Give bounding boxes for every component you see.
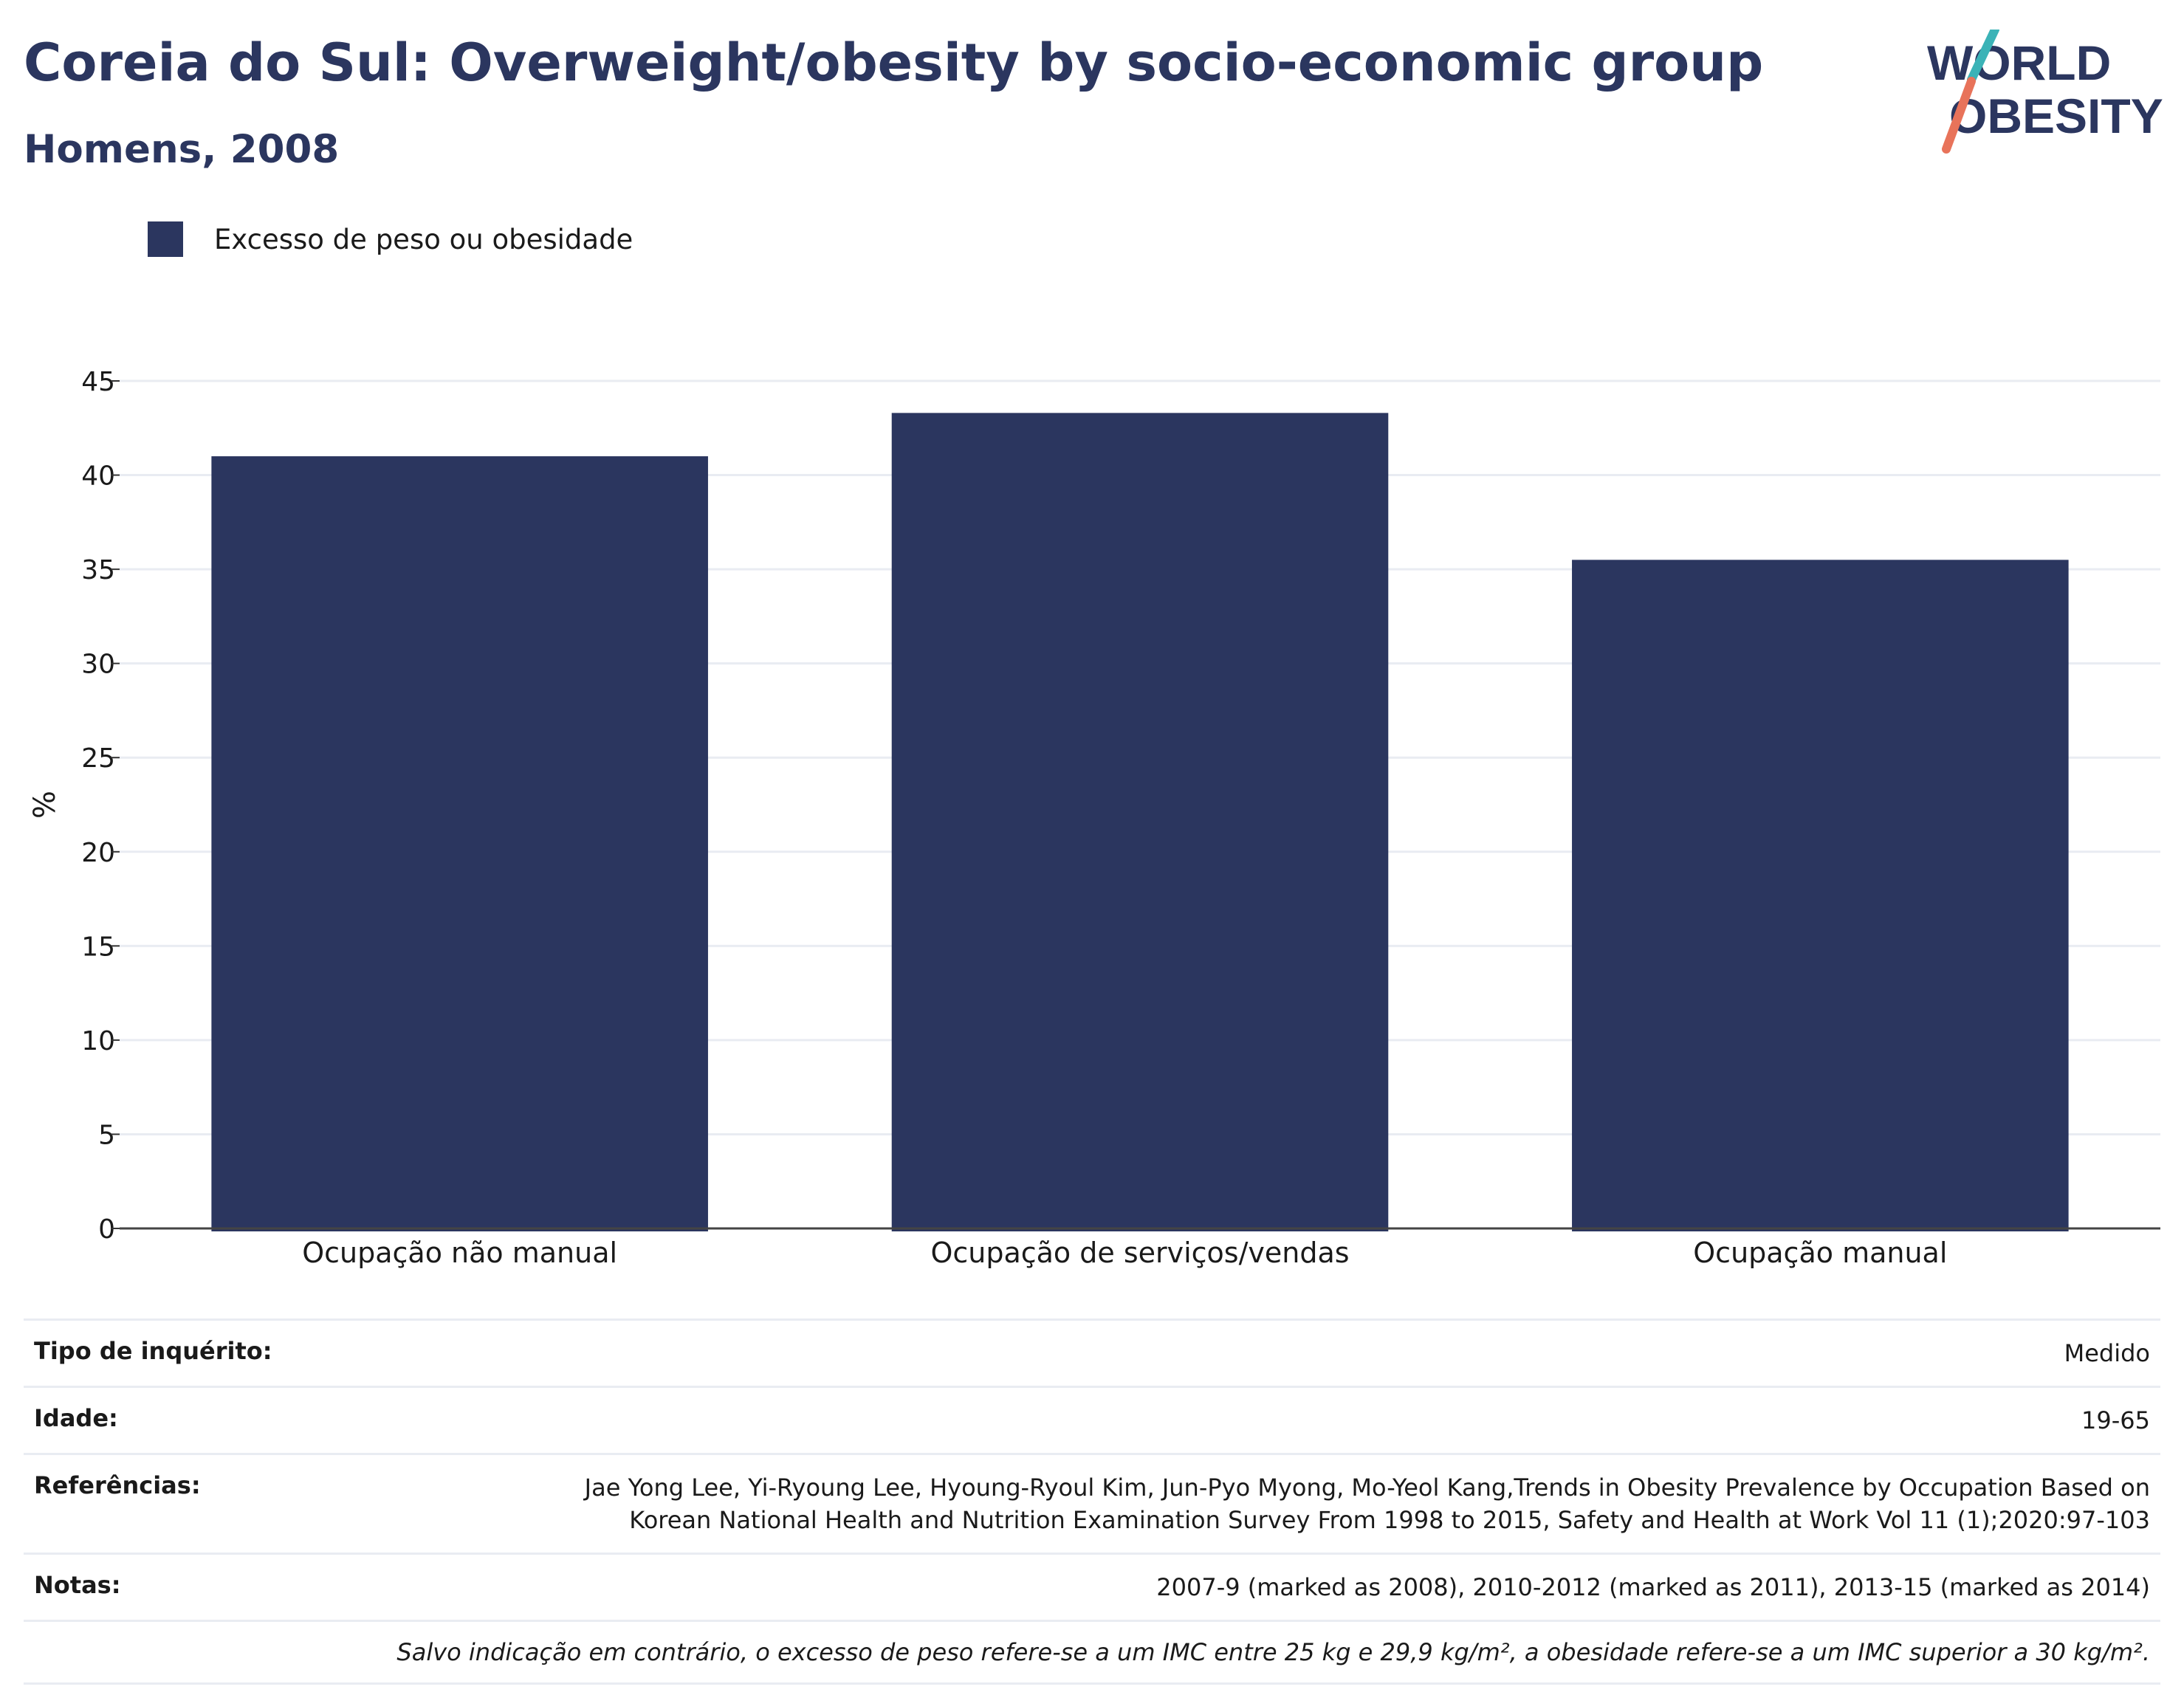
logo-line2: OBESITY [1949,89,2163,143]
bar [211,456,708,1231]
legend: Excesso de peso ou obesidade [148,220,633,258]
y-tick-label: 30 [81,650,115,680]
chart-title: Coreia do Sul: Overweight/obesity by soc… [24,32,1764,93]
meta-row-footnote: Salvo indicação em contrário, o excesso … [24,1620,2160,1685]
reference-line-1: Jae Yong Lee, Yi-Ryoung Lee, Hyoung-Ryou… [584,1474,2150,1502]
bar [891,413,1389,1231]
world-obesity-logo: WORLD OBESITY [1927,30,2163,154]
legend-label: Excesso de peso ou obesidade [214,223,633,255]
meta-value: 2007-9 (marked as 2008), 2010-2012 (mark… [1156,1573,2150,1601]
meta-key: Tipo de inquérito: [34,1337,272,1365]
metadata-table: Tipo de inquérito: Medido Idade: 19-65 R… [24,1318,2160,1685]
y-tick-label: 25 [81,743,115,774]
meta-value: 19-65 [2081,1406,2150,1434]
y-tick-label: 20 [81,838,115,868]
y-tick-label: 35 [81,555,115,585]
meta-value: Medido [2064,1339,2150,1367]
chart-subtitle: Homens, 2008 [24,127,340,172]
x-tick-label: Ocupação manual [1693,1237,1947,1269]
meta-key: Referências: [34,1471,201,1499]
logo-slash-top [1967,30,1999,84]
meta-row-survey-type: Tipo de inquérito: Medido [24,1318,2160,1386]
meta-key: Notas: [34,1571,121,1599]
meta-row-notes: Notas: 2007-9 (marked as 2008), 2010-201… [24,1553,2160,1620]
meta-value: Jae Yong Lee, Yi-Ryoung Lee, Hyoung-Ryou… [585,1471,2150,1536]
y-tick-label: 10 [81,1026,115,1056]
x-tick-label: Ocupação não manual [302,1237,617,1269]
y-tick-label: 40 [81,461,115,492]
y-tick-label: 0 [98,1214,115,1245]
bar [1572,560,2069,1231]
reference-line-2: Korean National Health and Nutrition Exa… [629,1506,2150,1534]
logo-slash-bottom [1942,77,1976,154]
x-tick-label: Ocupação de serviços/vendas [930,1237,1349,1269]
bar-chart: 0 5 10 15 20 25 30 35 40 45% Ocupação não manual Oc… [28,367,2160,1269]
y-tick-label: 5 [98,1120,115,1150]
meta-key: Idade: [34,1404,118,1432]
meta-row-references: Referências: Jae Yong Lee, Yi-Ryoung Lee… [24,1453,2160,1553]
legend-swatch [148,221,183,257]
footnote: Salvo indicação em contrário, o excesso … [396,1638,2150,1666]
y-tick-label: 45 [81,367,115,397]
logo-line1: WORLD [1927,35,2111,90]
y-axis-label: % [28,791,62,819]
meta-row-age: Idade: 19-65 [24,1386,2160,1453]
y-tick-label: 15 [81,932,115,962]
